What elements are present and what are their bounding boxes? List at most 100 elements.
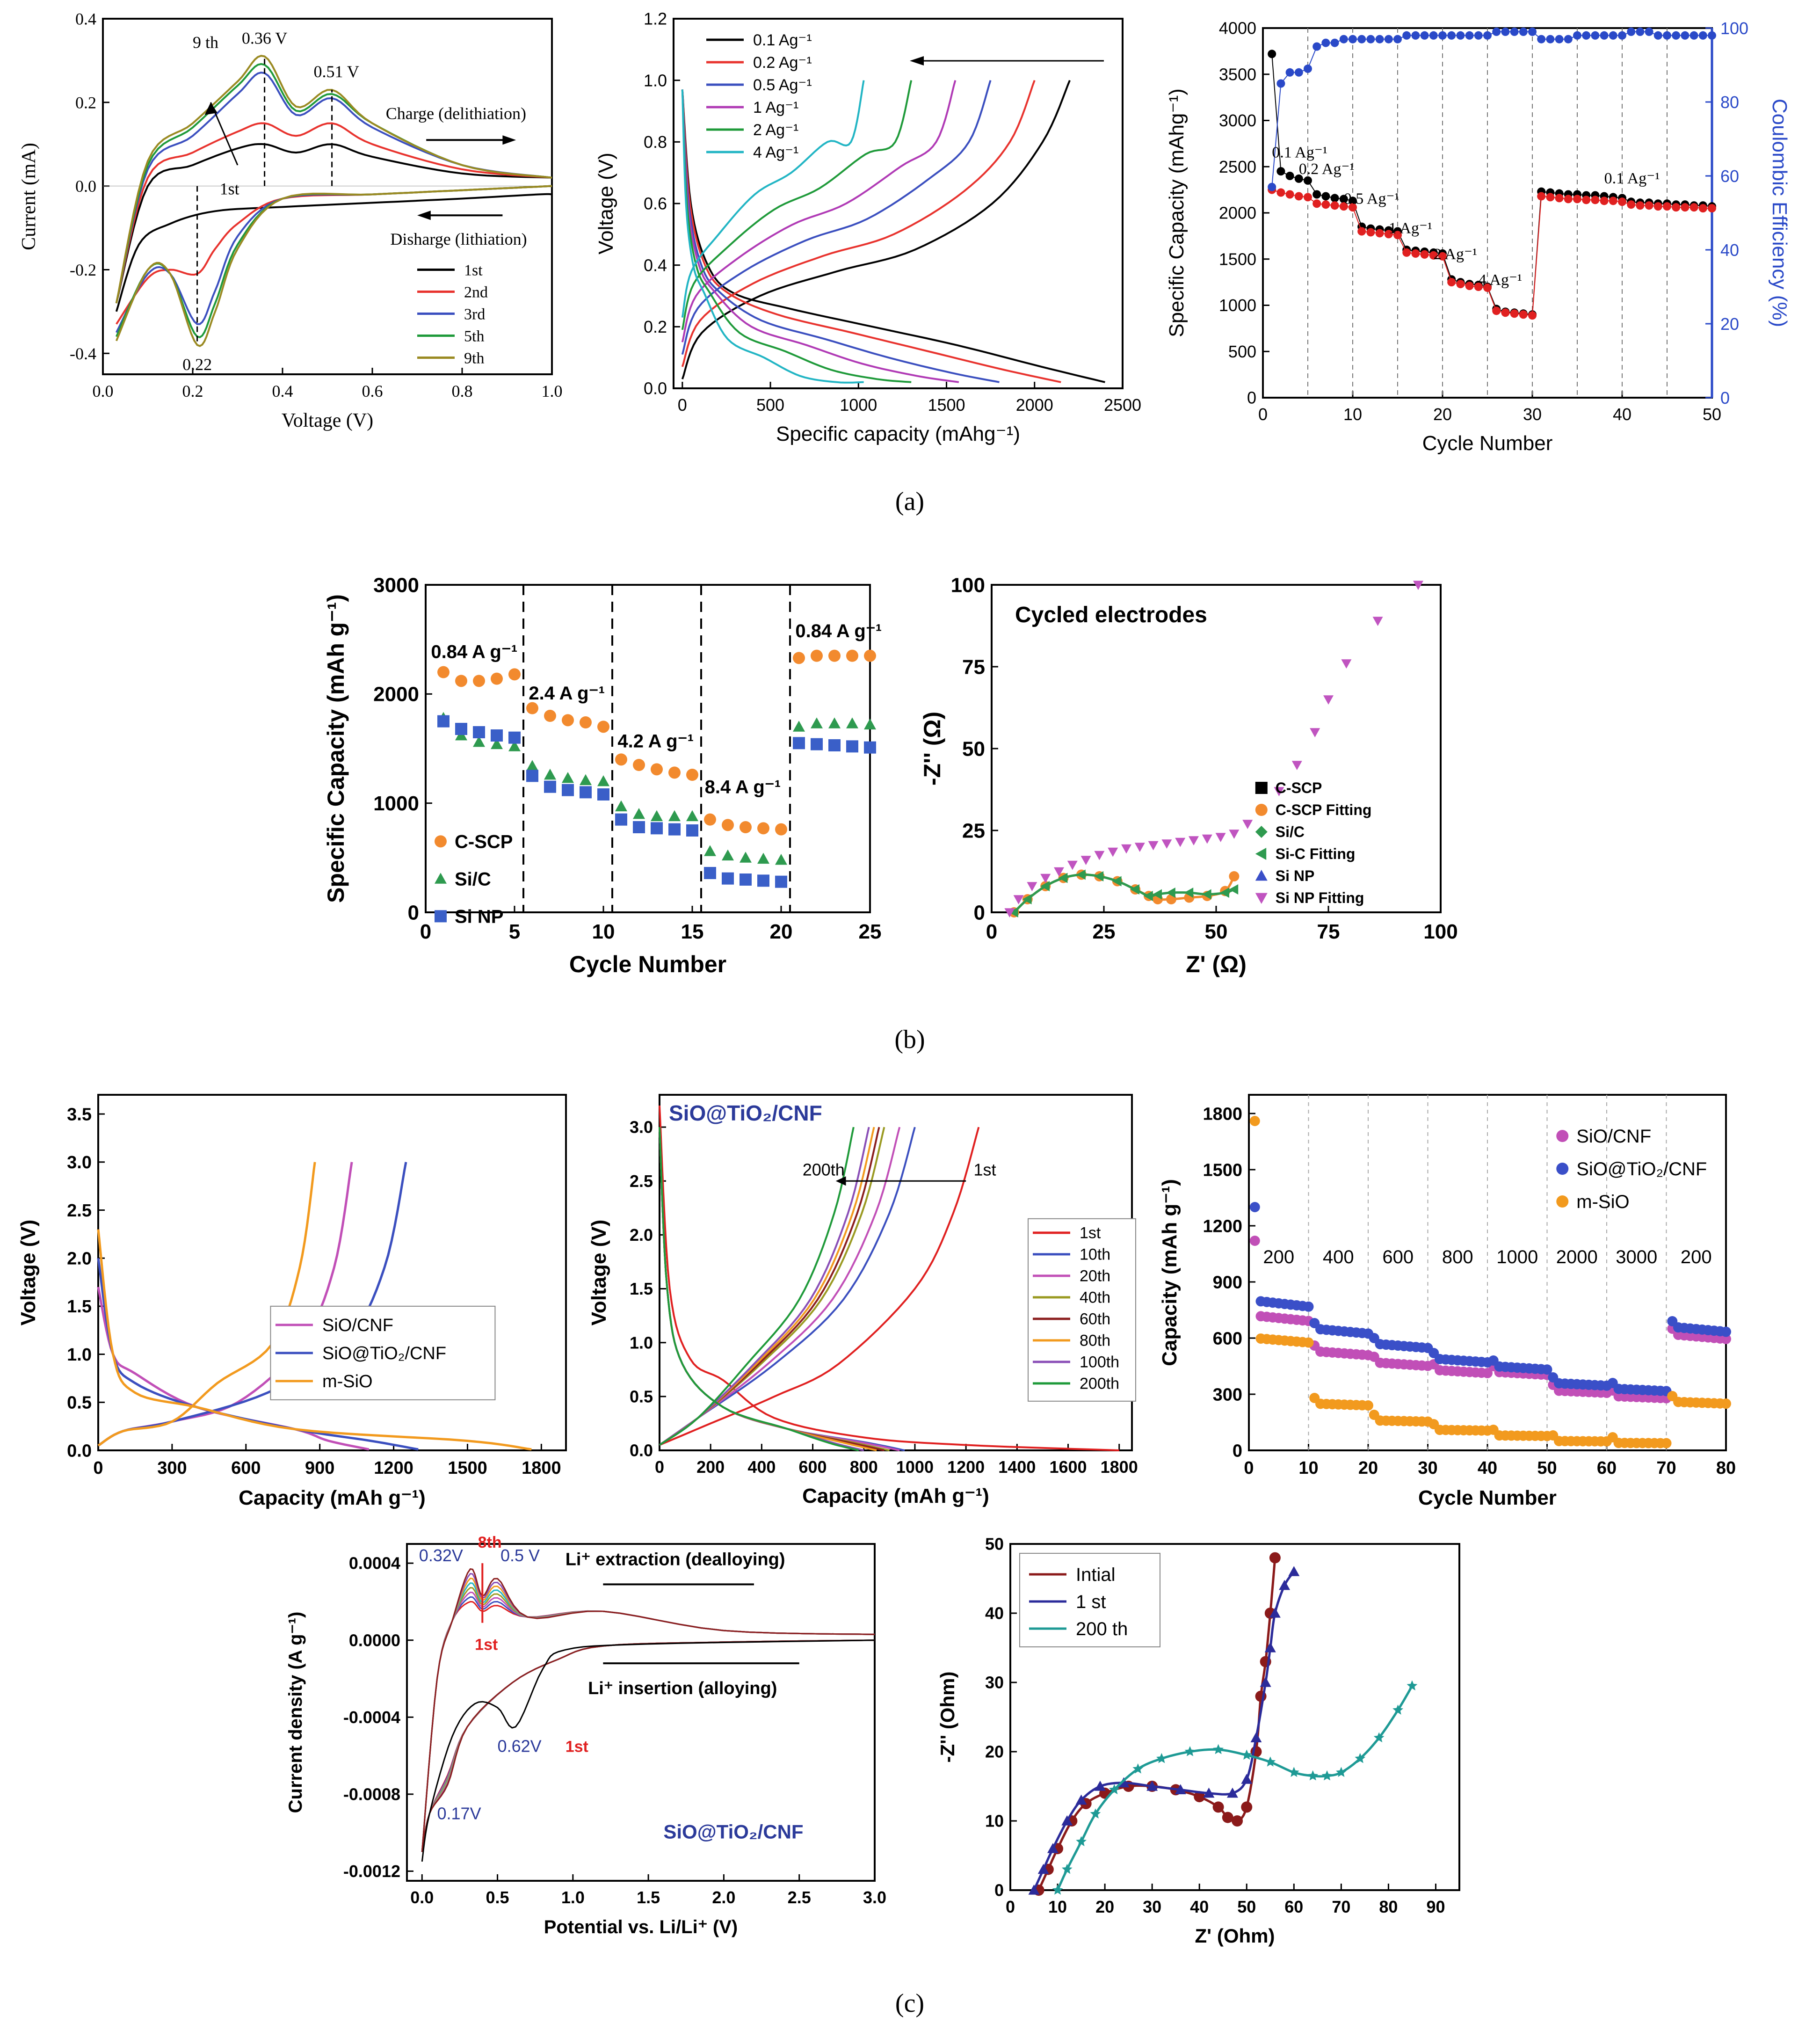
point-charge	[1609, 197, 1617, 205]
x-tick-label: 600	[799, 1457, 827, 1477]
chart-c5-eis: 0 10 20 30 40 50 60 70 80 90 0 10 20 30 40 50 Z' (Ohm) -Z…	[917, 1525, 1525, 1960]
point-charge	[1357, 227, 1366, 236]
legend-label: SiO/CNF	[1576, 1126, 1651, 1147]
legend-label: Si NP	[1276, 867, 1315, 884]
discharge-arrowhead	[417, 211, 431, 220]
point-discharge	[1268, 50, 1276, 58]
legend-marker	[1556, 1195, 1569, 1208]
point-Si/C	[508, 740, 521, 751]
legend-label: m-SiO	[322, 1372, 373, 1391]
x-tick-label: 1.0	[561, 1888, 585, 1907]
peak-label: 0.5 V	[500, 1546, 540, 1565]
point-Si NP Fitting	[1372, 617, 1383, 626]
point-200 th	[1076, 1836, 1087, 1847]
point-C-SCP	[864, 649, 876, 662]
point-Si-C Fitting	[1229, 884, 1239, 895]
point-Si/C	[526, 760, 538, 771]
point-C-SCP	[615, 753, 627, 766]
point-C-SCP	[846, 649, 858, 662]
point-CE	[1375, 35, 1384, 44]
cv-anodic-line	[421, 1582, 875, 1852]
cycle-label: 1st	[220, 180, 239, 198]
y-tick-label: 0.0	[67, 1441, 92, 1461]
cv-charge-line-3rd	[115, 72, 552, 304]
x-tick-label: 1800	[1101, 1457, 1138, 1477]
caption-c: (c)	[895, 1989, 925, 2018]
point-charge	[1312, 199, 1321, 208]
point-CE	[1600, 31, 1609, 40]
point-200 th	[1052, 1885, 1063, 1895]
cv-charge-line-1st	[115, 143, 552, 304]
point-Si-C Fitting	[1202, 889, 1211, 900]
x-tick-label: 30	[1418, 1458, 1437, 1478]
x-tick-label: 0.0	[410, 1888, 434, 1907]
point-C-SCP Fitting	[1229, 871, 1240, 881]
discharge-line-0	[681, 89, 1105, 383]
point-CE	[1636, 27, 1645, 36]
rate-label: 0.1 Ag⁻¹	[1272, 144, 1327, 161]
point-Si NP	[544, 780, 556, 793]
point-200 th	[1392, 1704, 1403, 1715]
point-200 th	[1213, 1744, 1224, 1754]
point-C-SCP	[793, 652, 805, 664]
point-CE	[1698, 31, 1707, 40]
x-axis-label: Cycle Number	[1418, 1486, 1557, 1509]
point-C-SCP	[580, 716, 592, 728]
y-tick-label: 0	[408, 901, 419, 924]
x-axis-label: Potential vs. Li/Li⁺ (V)	[544, 1917, 738, 1937]
x-tick-label: 0.0	[93, 382, 114, 400]
legend-label: 1 Ag⁻¹	[753, 99, 798, 116]
discharge-line-4	[681, 89, 912, 383]
point-CE	[1653, 31, 1662, 40]
plot-frame	[991, 584, 1442, 913]
point-Si NP Fitting	[1040, 873, 1051, 883]
point-charge	[1330, 201, 1339, 210]
point-Si NP	[633, 821, 645, 833]
point-200 th	[1288, 1767, 1299, 1777]
chart-c4-svg: 0.0 0.5 1.0 1.5 2.0 2.5 3.0 0.0004 0.0000 -0.0004…	[285, 1534, 886, 1937]
x-tick-label: 1400	[998, 1457, 1036, 1477]
y-tick-label: 1000	[373, 792, 419, 815]
y-tick-label: -0.0008	[343, 1784, 400, 1804]
point-Si NP	[722, 872, 734, 885]
legend-marker	[1556, 1163, 1569, 1175]
x-tick-label: 10	[1343, 405, 1362, 424]
point-CE	[1618, 31, 1626, 40]
charge-line-10th	[659, 1127, 916, 1446]
point-discharge	[1312, 190, 1321, 199]
annotation-discharge: Disharge (lithiation)	[390, 230, 527, 248]
y-tick-label: 1.0	[67, 1345, 92, 1365]
legend-label: Si NP Fitting	[1276, 889, 1364, 906]
legend-marker	[1255, 826, 1268, 838]
chart-c2-cycling-profiles: 0 200 400 600 800 1000 1200 1400 1600 1800 0.0 0.5 1…	[587, 1076, 1160, 1525]
point-Si/C	[722, 849, 734, 861]
point-Si NP Fitting	[1027, 882, 1037, 891]
y-axis-label: Voltage (V)	[17, 1220, 40, 1326]
y-tick-label: 0.0000	[349, 1630, 400, 1650]
y-tick-label: -0.0012	[343, 1862, 400, 1881]
y2-tick-label: 60	[1720, 167, 1739, 186]
point-C-SCP	[508, 668, 521, 681]
point-CE	[1689, 31, 1698, 40]
point-Si NP Fitting	[1413, 581, 1423, 590]
x-tick-label: 3.0	[863, 1888, 886, 1907]
point-CE	[1681, 31, 1689, 40]
point-Si NP	[580, 786, 592, 799]
legend-label: C-SCP	[1276, 779, 1322, 796]
y-tick-label: 1.5	[67, 1297, 92, 1317]
charge-line-2	[97, 1162, 316, 1447]
point-Si/C	[811, 717, 823, 728]
point-200 th	[1132, 1763, 1144, 1774]
point-1 st	[1226, 1787, 1238, 1798]
point-CE	[1510, 27, 1519, 36]
point-SiO@TiO₂/CNF	[1542, 1364, 1552, 1375]
rate-label: 2 Ag⁻¹	[1434, 246, 1477, 263]
point-charge	[1321, 200, 1330, 209]
y-tick-label: 2.5	[630, 1172, 653, 1191]
x-tick-label: 40	[1478, 1458, 1497, 1478]
point-200 th	[1407, 1680, 1418, 1691]
point-Si-C Fitting	[1058, 873, 1068, 883]
point-charge	[1573, 195, 1581, 204]
legend-label: m-SiO	[1576, 1192, 1629, 1212]
y-tick-label: 0.8	[644, 132, 667, 152]
